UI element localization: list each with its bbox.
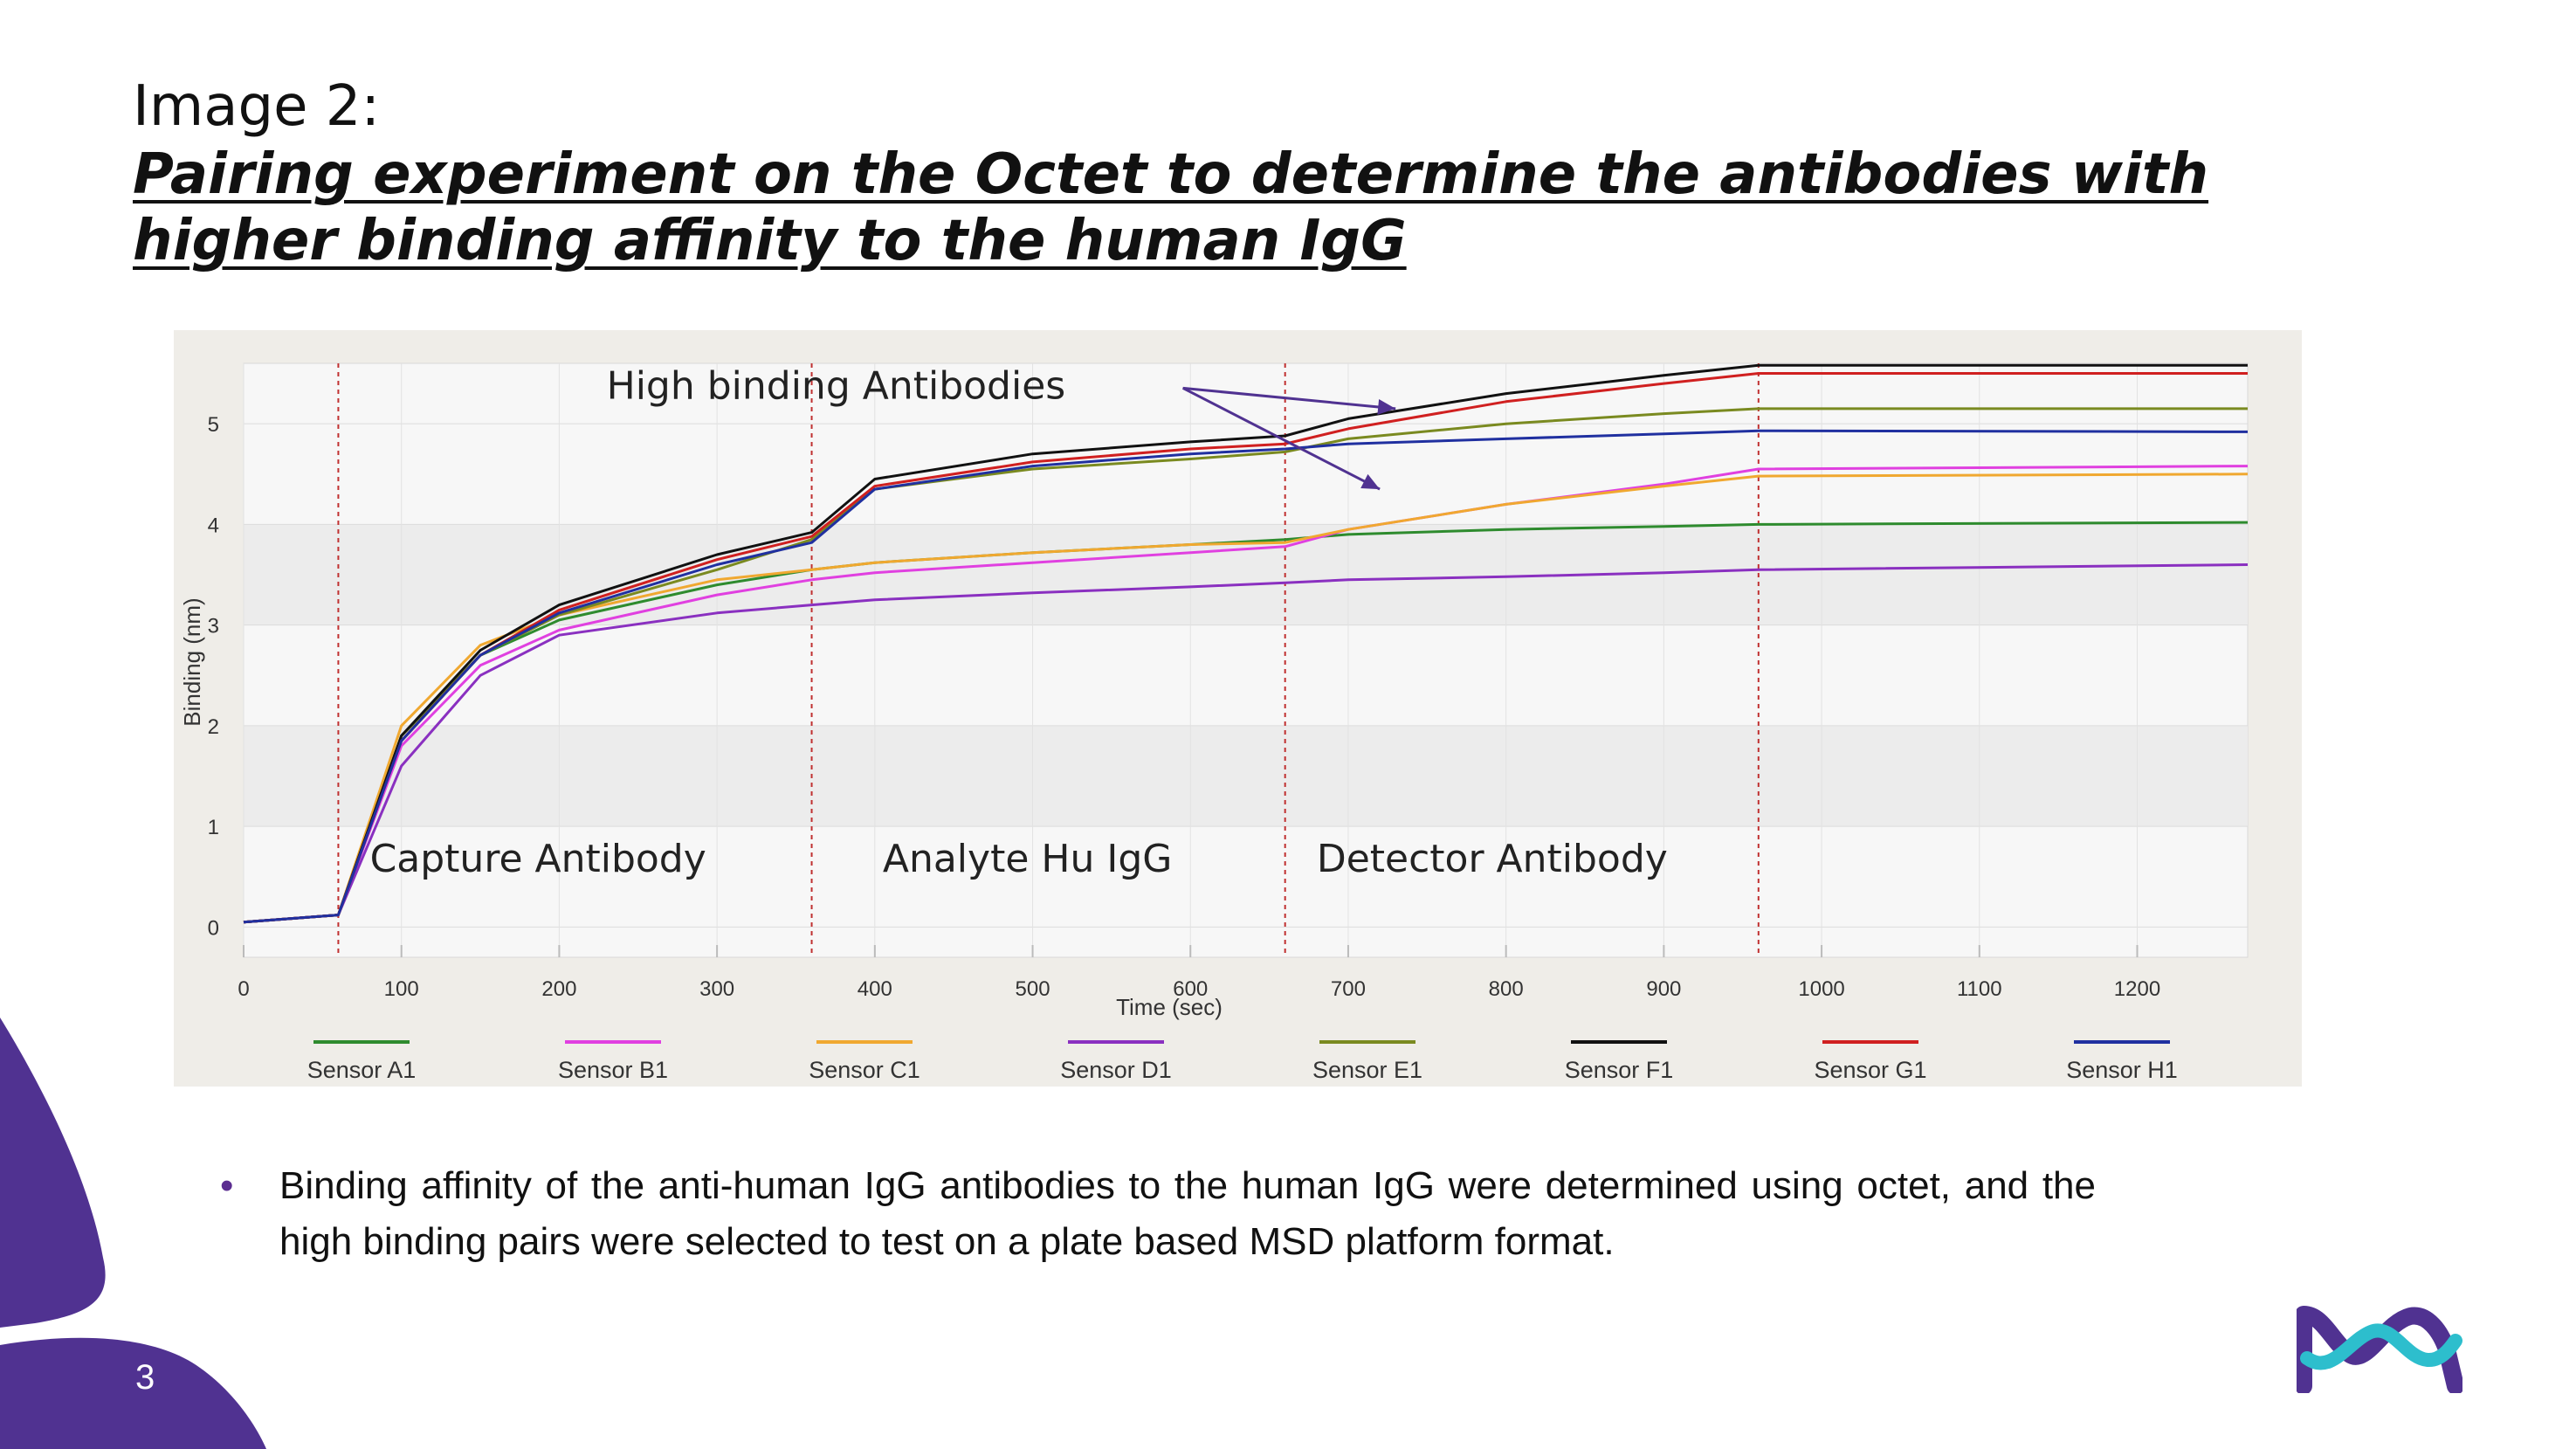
left-purple-blob	[0, 1018, 106, 1328]
bullet-list: • Binding affinity of the anti-human IgG…	[220, 1158, 2096, 1270]
legend-label: Sensor B1	[558, 1057, 668, 1083]
octet-binding-chart: 0 1 2 3 4 5 0 100 200 300 400 500 600 700 800 900 1000 11…	[174, 330, 2302, 1087]
x-tick-label: 700	[1331, 977, 1366, 1001]
y-tick-label: 2	[208, 715, 219, 739]
annotation-arrowhead	[1360, 473, 1381, 490]
series-line	[243, 563, 2249, 924]
y-axis-label: Binding (nm)	[179, 597, 205, 726]
phase-label: Detector Antibody	[1317, 837, 1668, 881]
title-heading-line-2: higher binding affinity to the human IgG	[133, 209, 1407, 273]
x-tick-label: 400	[858, 977, 892, 1001]
bullet-dot-icon: •	[220, 1164, 234, 1207]
y-tick-label: 0	[208, 916, 219, 940]
x-tick-label: 300	[699, 977, 734, 1001]
x-tick-label: 800	[1489, 977, 1524, 1001]
y-tick-label: 4	[208, 514, 219, 537]
legend-label: Sensor A1	[307, 1057, 417, 1083]
x-tick-label: 100	[384, 977, 419, 1001]
x-tick-label: 900	[1646, 977, 1681, 1001]
plot-area	[243, 362, 2249, 958]
series-line	[243, 407, 2248, 924]
bottom-left-purple-blob	[0, 1337, 266, 1449]
legend-label: Sensor H1	[2066, 1057, 2178, 1083]
slide-title: Image 2: Pairing experiment on the Octet…	[133, 72, 2421, 274]
annotation-arrow	[1182, 386, 1396, 411]
legend-label: Sensor E1	[1312, 1057, 1422, 1083]
legend-label: Sensor C1	[809, 1057, 920, 1083]
y-tick-label: 3	[208, 615, 219, 638]
legend-label: Sensor G1	[1814, 1057, 1926, 1083]
x-tick-label: 1000	[1798, 977, 1844, 1001]
x-tick-label: 600	[1173, 977, 1208, 1001]
title-heading-line-1: Pairing experiment on the Octet to deter…	[133, 142, 2209, 207]
x-tick-label: 500	[1016, 977, 1050, 1001]
phase-label: Capture Antibody	[370, 837, 706, 881]
series-line	[243, 363, 2248, 924]
title-image-label: Image 2:	[133, 74, 381, 139]
bullet-text: Binding affinity of the anti-human IgG a…	[279, 1164, 2096, 1263]
series-line	[243, 473, 2249, 924]
y-tick-label: 1	[208, 816, 219, 839]
x-tick-label: 1200	[2114, 977, 2160, 1001]
legend-label: Sensor F1	[1565, 1057, 1674, 1083]
grid-band	[244, 725, 2248, 827]
x-tick-label: 200	[541, 977, 576, 1001]
x-tick-label: 1100	[1957, 977, 2002, 1001]
annotation-arrowhead	[1377, 398, 1396, 415]
logo-purple-stroke	[2297, 1306, 2462, 1393]
annotation-label: High binding Antibodies	[607, 363, 1066, 408]
legend-label: Sensor D1	[1060, 1057, 1172, 1083]
y-tick-label: 5	[208, 413, 219, 437]
chart-svg: 0 1 2 3 4 5 0 100 200 300 400 500 600 700 800 900 1000 11…	[174, 330, 2302, 1087]
merck-logo-icon	[2297, 1306, 2462, 1393]
phase-label: Analyte Hu IgG	[883, 837, 1172, 881]
x-axis-label: Time (sec)	[1116, 994, 1223, 1020]
annotation-arrow	[1181, 387, 1381, 491]
grid-band	[244, 524, 2248, 625]
series-line	[243, 429, 2249, 924]
logo-teal-stroke	[2300, 1323, 2462, 1370]
x-tick-label: 0	[238, 977, 249, 1001]
page-number: 3	[135, 1358, 155, 1397]
